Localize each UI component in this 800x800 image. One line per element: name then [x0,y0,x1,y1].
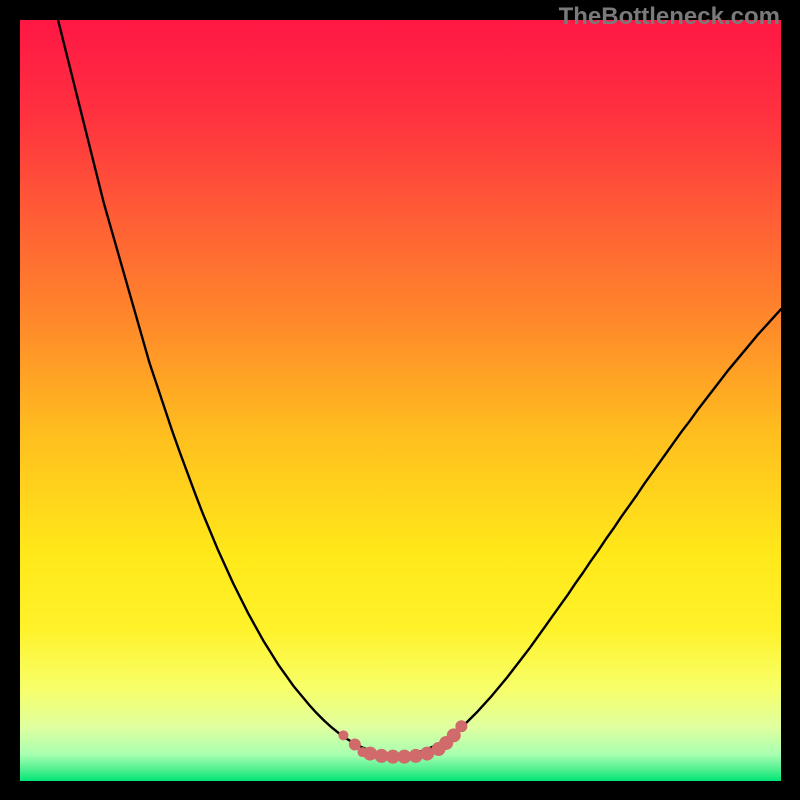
chart-background [20,20,781,781]
highlight-dot [455,720,467,732]
bottleneck-chart [20,20,781,781]
watermark-text: TheBottleneck.com [559,3,780,31]
stage: TheBottleneck.com [0,0,800,800]
highlight-dot [338,730,348,740]
